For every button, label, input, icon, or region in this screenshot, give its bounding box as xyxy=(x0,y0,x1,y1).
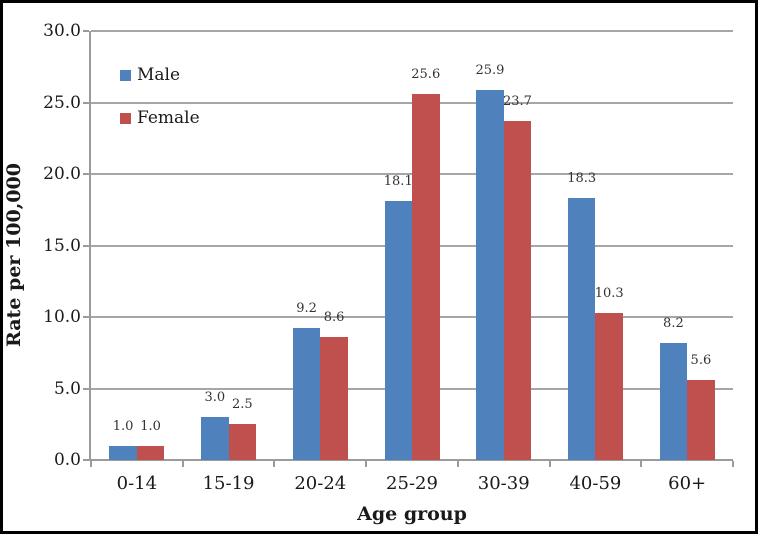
bar-male xyxy=(109,445,137,460)
female-swatch-icon xyxy=(120,113,131,124)
x-axis-tick xyxy=(90,461,92,467)
legend-item-male: Male xyxy=(120,66,200,85)
x-category-label: 30-39 xyxy=(477,473,530,494)
x-axis-tick xyxy=(548,461,551,467)
x-category-label: 20-24 xyxy=(294,473,347,494)
bar-female xyxy=(595,312,623,460)
bar-value-label: 18.3 xyxy=(567,171,597,187)
y-axis-tick xyxy=(83,459,89,461)
gridline xyxy=(91,30,733,32)
bar-female xyxy=(503,121,532,460)
y-tick-label: 5.0 xyxy=(53,378,81,399)
bar-female xyxy=(687,379,715,460)
y-axis-tick xyxy=(83,244,89,247)
y-axis-tick xyxy=(83,101,89,104)
y-axis-tick xyxy=(83,173,89,175)
bar-male xyxy=(476,89,504,460)
y-tick-label: 20.0 xyxy=(43,164,81,184)
bar-male xyxy=(201,417,229,460)
bar-value-label: 5.6 xyxy=(690,352,712,368)
bar-value-label: 2.5 xyxy=(231,397,253,413)
y-tick-label: 30.0 xyxy=(43,21,81,41)
x-axis-tick xyxy=(732,461,734,467)
bar-value-label: 10.3 xyxy=(594,285,624,301)
plot-area: 1.0 1.0 3.0 2.5 9.2 8.6 18.1 25.6 25.9 23.7 18.3 10… xyxy=(91,30,733,460)
bar-male xyxy=(567,198,596,460)
bar-value-label: 25.6 xyxy=(411,66,441,82)
y-tick-label: 25.0 xyxy=(43,92,81,113)
bar-value-label: 3.0 xyxy=(204,390,226,406)
bar-male xyxy=(659,342,688,460)
bar-value-label: 9.2 xyxy=(296,301,317,317)
legend: Male Female xyxy=(120,66,200,152)
bar-female xyxy=(228,424,257,460)
bar-value-label: 8.2 xyxy=(663,315,684,331)
y-axis-tick xyxy=(83,387,89,390)
bar-female xyxy=(412,93,440,460)
bar-value-label: 8.6 xyxy=(323,310,345,326)
y-axis-tick xyxy=(83,30,89,32)
male-swatch-icon xyxy=(120,70,131,81)
x-axis-tick xyxy=(273,461,276,467)
y-axis-tick xyxy=(83,316,89,318)
legend-label-female: Female xyxy=(137,108,200,128)
x-axis-tick xyxy=(640,461,643,467)
legend-item-female: Female xyxy=(120,109,200,128)
bar-value-label: 18.1 xyxy=(383,174,413,190)
x-axis-tick xyxy=(456,461,459,467)
x-axis-title: Age group xyxy=(357,503,467,525)
bar-value-label: 1.0 xyxy=(112,418,134,434)
bar-value-label: 1.0 xyxy=(140,418,161,434)
x-category-label: 0-14 xyxy=(116,473,158,494)
x-category-label: 60+ xyxy=(668,473,707,494)
bar-male xyxy=(292,328,321,460)
legend-label-male: Male xyxy=(137,65,181,85)
bar-female xyxy=(136,445,165,460)
bar-value-label: 23.7 xyxy=(502,94,532,110)
y-axis-line xyxy=(89,31,91,460)
y-tick-label: 0.0 xyxy=(53,450,81,470)
x-category-label: 25-29 xyxy=(386,473,438,494)
x-axis-tick xyxy=(181,461,184,467)
y-tick-label: 10.0 xyxy=(43,307,81,327)
x-axis-tick xyxy=(365,461,368,467)
x-category-label: 15-19 xyxy=(202,473,255,494)
bar-value-label: 25.9 xyxy=(475,62,505,78)
bar-male xyxy=(384,201,412,460)
x-category-label: 40-59 xyxy=(569,473,622,494)
x-axis-line xyxy=(89,459,733,461)
bar-female xyxy=(320,337,348,460)
y-tick-label: 15.0 xyxy=(43,235,81,256)
